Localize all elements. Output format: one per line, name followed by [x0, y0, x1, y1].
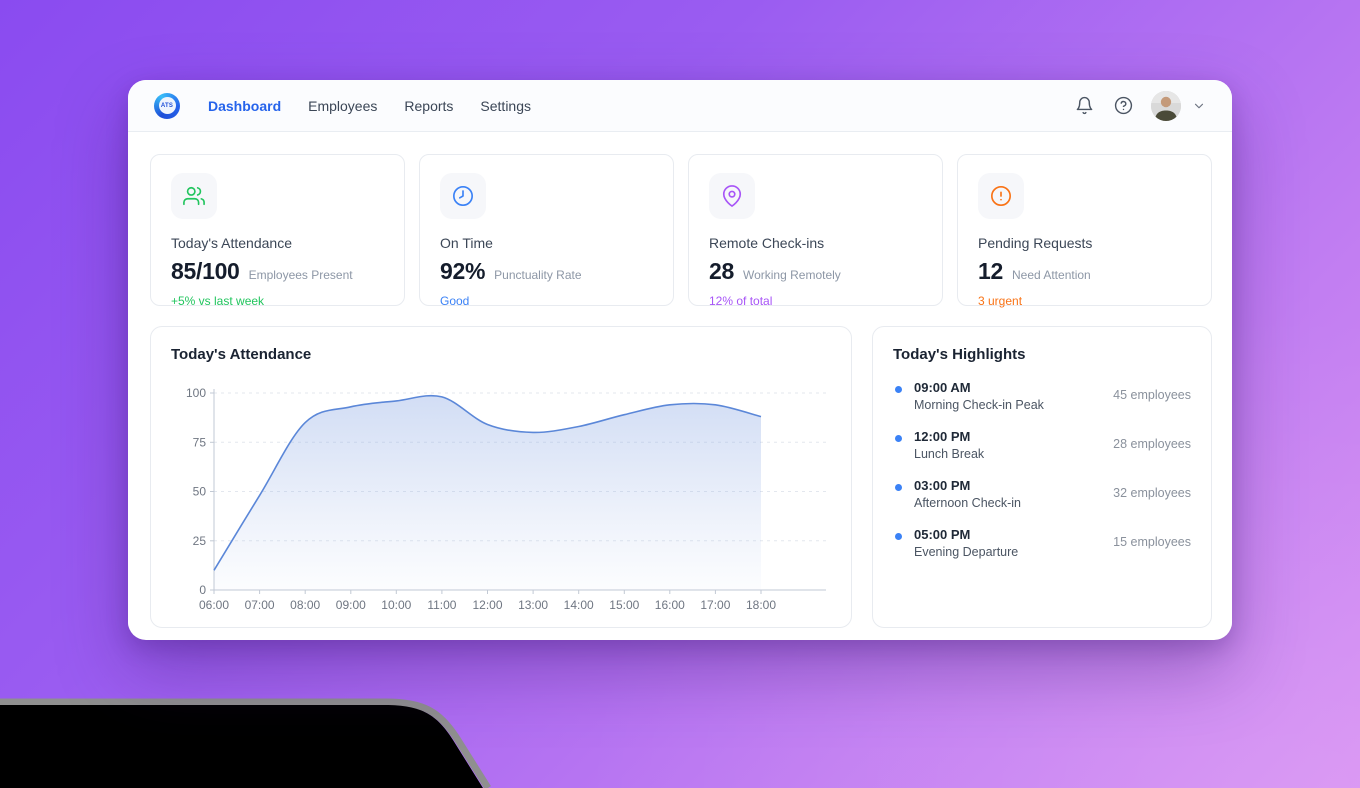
highlight-item: 09:00 AM Morning Check-in Peak 45 employ… [893, 380, 1191, 412]
x-tick-label: 08:00 [290, 598, 320, 612]
y-tick-label: 25 [193, 534, 207, 548]
x-tick-label: 12:00 [472, 598, 502, 612]
stat-card-1: On Time 92% Punctuality Rate Good [419, 154, 674, 308]
nav-item-reports[interactable]: Reports [404, 97, 454, 114]
highlights-list: 09:00 AM Morning Check-in Peak 45 employ… [893, 380, 1191, 559]
highlight-time: 09:00 AM [914, 380, 971, 395]
stat-footnote: 3 urgent [978, 294, 1023, 308]
highlight-label: Morning Check-in Peak [914, 398, 1044, 412]
stat-title: Pending Requests [978, 235, 1093, 251]
y-tick-label: 50 [193, 485, 207, 499]
user-avatar[interactable] [1151, 90, 1181, 121]
highlight-count: 15 employees [1113, 535, 1191, 549]
attendance-chart-panel: Today's Attendance 0 25 50 75 100 06:00 07:00… [150, 326, 852, 628]
nav-item-dashboard[interactable]: Dashboard [208, 97, 282, 114]
highlight-item: 05:00 PM Evening Departure 15 employees [893, 527, 1191, 559]
attendance-area-chart: 0 25 50 75 100 06:00 07:00 08:00 09:00 10:00 11:0… [171, 375, 831, 622]
stat-card-3: Pending Requests 12 Need Attention 3 urg… [957, 154, 1212, 308]
x-tick-label: 09:00 [336, 598, 366, 612]
x-tick-label: 14:00 [564, 598, 594, 612]
stat-unit: Punctuality Rate [494, 268, 582, 282]
x-tick-label: 06:00 [199, 598, 229, 612]
x-tick-label: 10:00 [381, 598, 411, 612]
stat-value: 85/100 [171, 258, 240, 284]
help-icon[interactable] [1112, 95, 1134, 117]
highlight-label: Afternoon Check-in [914, 496, 1022, 510]
stat-footnote: 12% of total [709, 294, 773, 308]
x-tick-label: 15:00 [609, 598, 639, 612]
highlight-time: 05:00 PM [914, 527, 971, 542]
stat-title: Remote Check-ins [709, 235, 825, 251]
x-tick-label: 17:00 [700, 598, 730, 612]
highlight-count: 32 employees [1113, 486, 1191, 500]
app-logo-text: ATS [158, 97, 176, 114]
stat-unit: Need Attention [1011, 268, 1091, 282]
highlight-label: Lunch Break [914, 447, 985, 461]
chart-area-fill [214, 395, 761, 590]
highlight-time: 12:00 PM [914, 429, 971, 444]
highlight-count: 28 employees [1113, 437, 1191, 451]
map-pin-icon [709, 173, 755, 219]
highlight-count: 45 employees [1113, 388, 1191, 402]
stat-card-0: Today's Attendance 85/100 Employees Pres… [150, 154, 405, 308]
stat-value: 28 [709, 258, 734, 284]
bullet-dot-icon [895, 435, 902, 442]
alert-circle-icon [978, 173, 1024, 219]
app-logo-icon[interactable]: ATS [154, 92, 180, 119]
nav-item-employees[interactable]: Employees [308, 97, 378, 114]
chevron-down-icon[interactable] [1192, 99, 1206, 113]
bullet-dot-icon [895, 533, 902, 540]
users-icon [171, 173, 217, 219]
bullet-dot-icon [895, 484, 902, 491]
stat-unit: Working Remotely [742, 268, 841, 282]
x-tick-label: 11:00 [427, 598, 456, 612]
bullet-dot-icon [895, 386, 902, 393]
nav-links: Dashboard Employees Reports Settings [208, 98, 531, 114]
top-nav: ATS Dashboard Employees Reports Settings [128, 80, 1232, 132]
app-window: ATS Dashboard Employees Reports Settings [128, 80, 1232, 640]
x-tick-label: 13:00 [518, 598, 548, 612]
stats-row: Today's Attendance 85/100 Employees Pres… [150, 154, 1212, 308]
stat-value: 92% [440, 258, 486, 284]
stat-unit: Employees Present [248, 268, 353, 282]
clock-icon [440, 173, 486, 219]
y-tick-label: 75 [193, 435, 207, 449]
bottom-row: Today's Attendance 0 25 50 75 100 06:00 07:00… [150, 326, 1212, 628]
x-tick-label: 18:00 [746, 598, 776, 612]
x-tick-label: 16:00 [655, 598, 685, 612]
highlights-title: Today's Highlights [893, 346, 1026, 363]
chart-svg: 0 25 50 75 100 06:00 07:00 08:00 09:00 10:00 11:0… [186, 386, 826, 612]
stat-title: Today's Attendance [171, 235, 292, 251]
stat-footnote: +5% vs last week [171, 294, 265, 308]
nav-item-settings[interactable]: Settings [480, 97, 532, 114]
nav-right [1073, 90, 1206, 121]
y-tick-label: 0 [199, 583, 206, 597]
highlight-item: 12:00 PM Lunch Break 28 employees [893, 429, 1191, 461]
stat-title: On Time [440, 235, 493, 251]
stat-card-2: Remote Check-ins 28 Working Remotely 12%… [688, 154, 943, 308]
bell-icon[interactable] [1073, 95, 1095, 117]
highlight-item: 03:00 PM Afternoon Check-in 32 employees [893, 478, 1191, 510]
chart-title: Today's Attendance [171, 346, 312, 363]
x-tick-label: 07:00 [245, 598, 275, 612]
main-content: Today's Attendance 85/100 Employees Pres… [128, 132, 1232, 628]
chart-line [213, 394, 762, 571]
highlight-time: 03:00 PM [914, 478, 971, 493]
corner-decoration [0, 698, 491, 788]
y-tick-label: 100 [186, 386, 206, 400]
stat-value: 12 [978, 258, 1003, 284]
highlight-label: Evening Departure [914, 545, 1019, 559]
stat-footnote: Good [440, 294, 470, 308]
highlights-panel: Today's Highlights 09:00 AM Morning Chec… [872, 326, 1212, 628]
